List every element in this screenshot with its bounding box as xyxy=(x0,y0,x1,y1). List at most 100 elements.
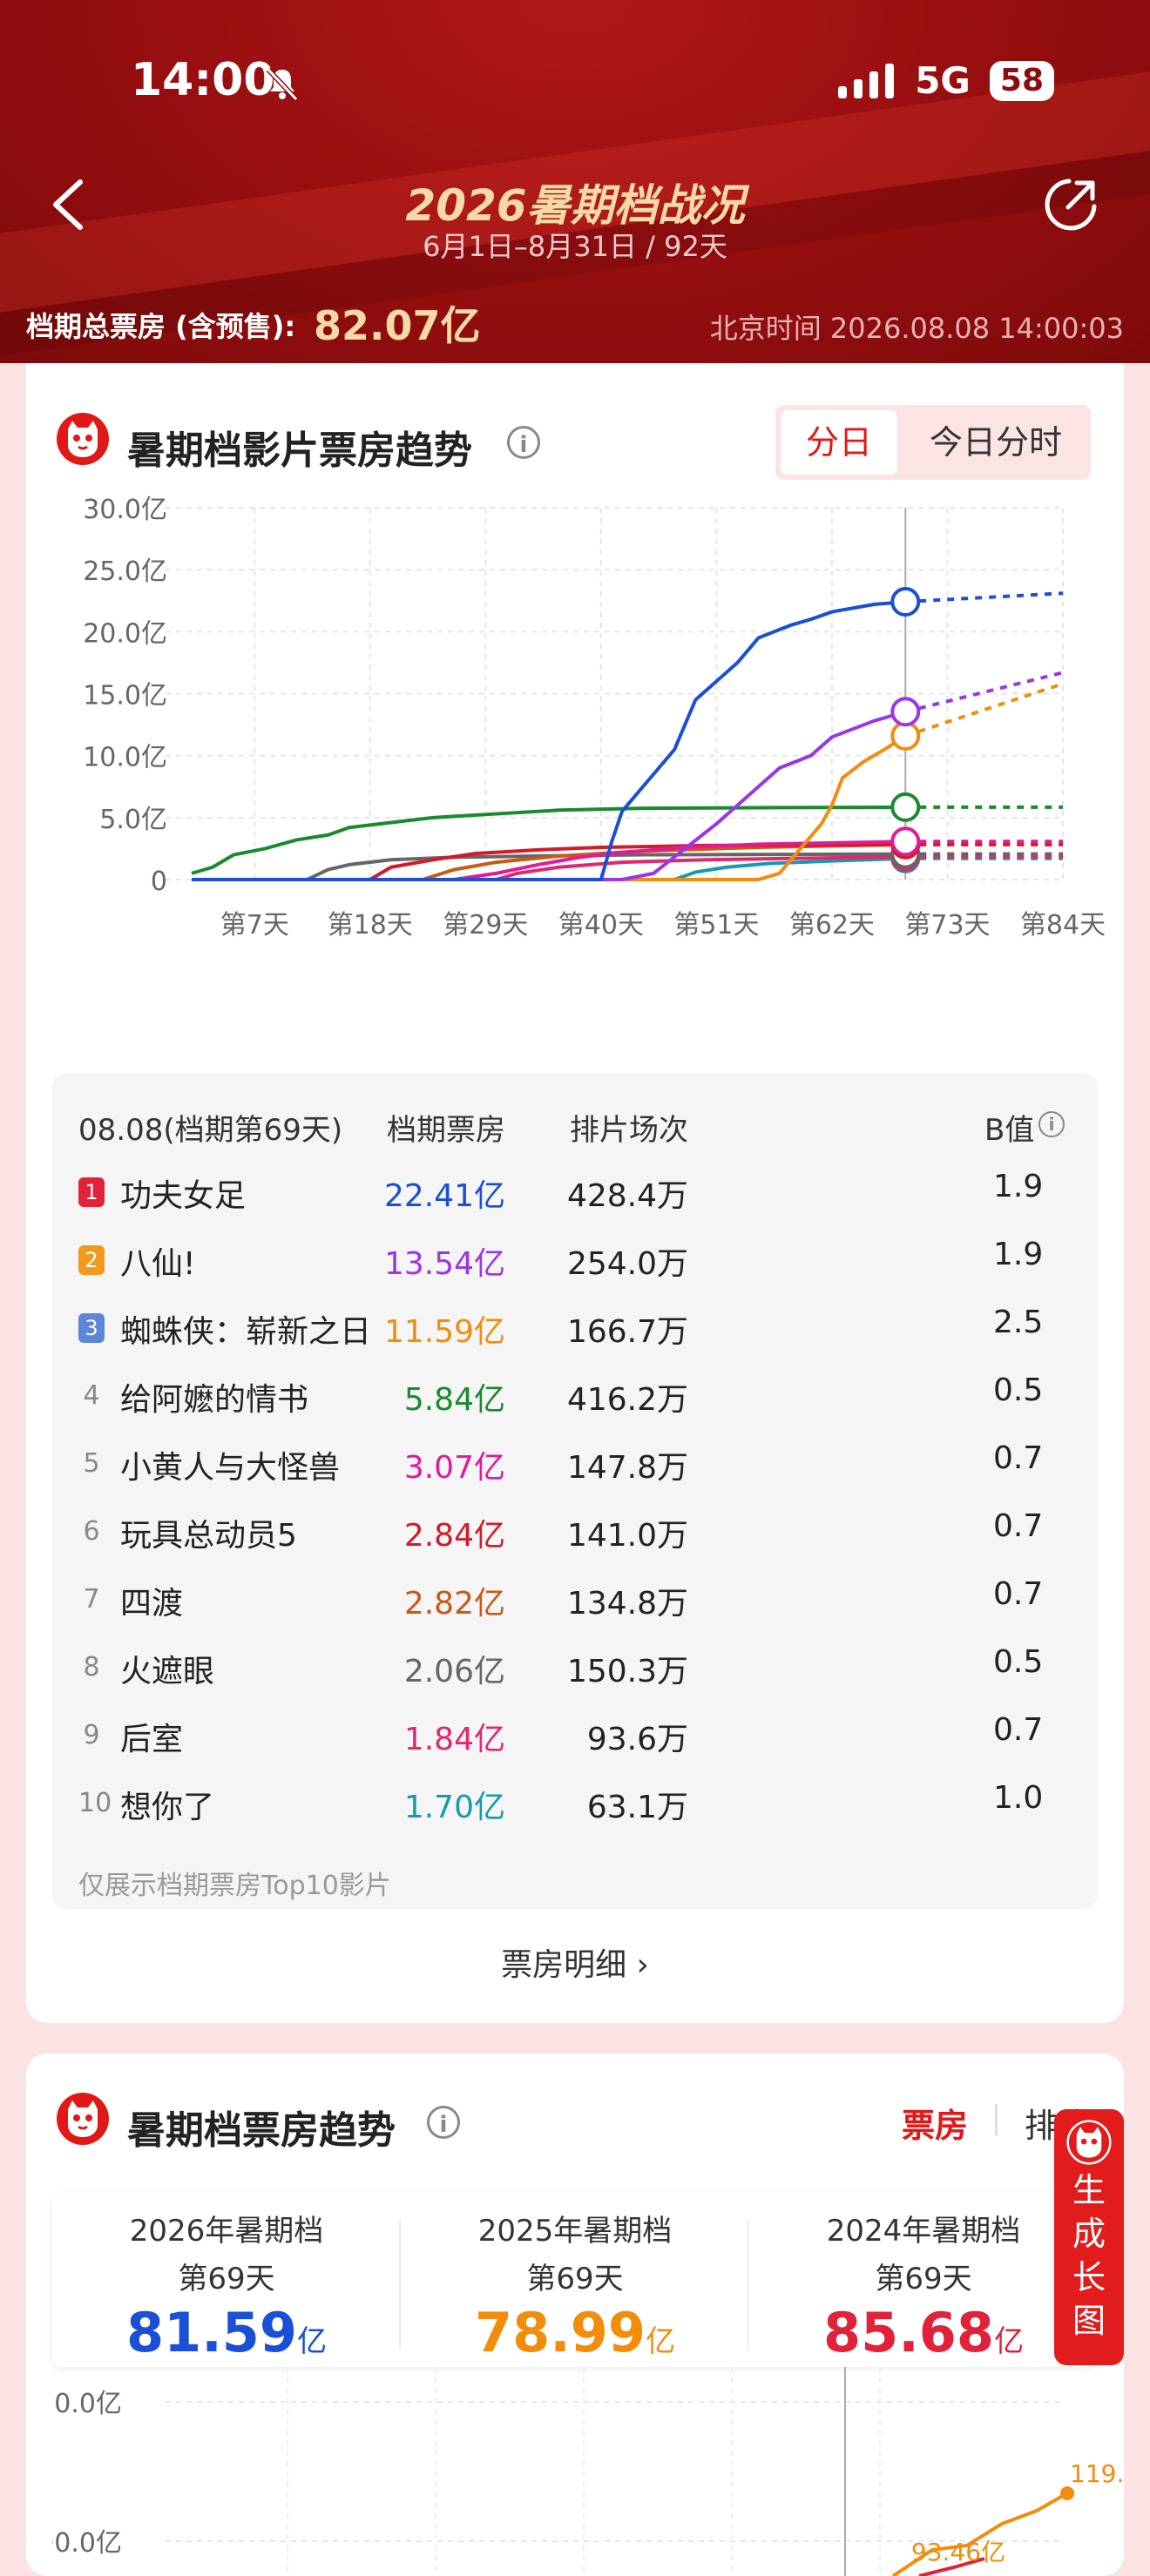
x-tick-label: 第18天 xyxy=(328,910,413,941)
movie-box-office: 1.84亿 xyxy=(403,1722,505,1757)
movie-box-office: 3.07亿 xyxy=(403,1450,505,1486)
movie-name: 功夫女足 xyxy=(120,1178,247,1214)
tab-box-office[interactable]: 票房 xyxy=(902,2107,969,2145)
maoyan-cat-logo-icon xyxy=(57,413,109,465)
movie-shows: 150.3万 xyxy=(566,1654,688,1689)
data-label: 119.66亿 xyxy=(1070,2459,1124,2488)
tab-today-hourly[interactable]: 今日分时 xyxy=(929,423,1062,462)
series-point xyxy=(890,721,921,752)
table-row[interactable]: 6 玩具总动员5 2.84亿 141.0万 0.7 xyxy=(52,1503,1098,1571)
movie-b-value: 1.9 xyxy=(993,1237,1044,1272)
movie-b-value: 0.7 xyxy=(993,1508,1044,1544)
box-detail-link[interactable]: 票房明细 › xyxy=(501,1947,649,1983)
summer-trend-chart[interactable]: 120.0亿 100.0亿 119.66亿 93.46亿 xyxy=(52,2367,1124,2576)
movie-box-office: 5.84亿 xyxy=(403,1382,505,1418)
movie-name: 四渡 xyxy=(120,1586,184,1622)
movie-box-office: 11.59亿 xyxy=(383,1314,505,1350)
movie-name: 八仙! xyxy=(120,1246,196,1282)
rank-badge: 9 xyxy=(83,1720,100,1750)
table-row[interactable]: 1 功夫女足 22.41亿 428.4万 1.9 xyxy=(52,1163,1098,1231)
y-tick-label: 15.0亿 xyxy=(83,681,167,711)
movie-b-value: 0.7 xyxy=(993,1712,1044,1748)
movie-box-office: 2.82亿 xyxy=(403,1586,505,1622)
movie-b-value: 1.0 xyxy=(993,1780,1044,1816)
tab-daily[interactable]: 分日 xyxy=(781,410,897,475)
rank-badge: 8 xyxy=(83,1652,100,1682)
status-time: 14:00 xyxy=(131,54,275,106)
table-row[interactable]: 10 想你了 1.70亿 63.1万 1.0 xyxy=(52,1775,1098,1843)
data-label: 93.46亿 xyxy=(911,2538,1005,2566)
rank-badge: 1 xyxy=(78,1177,105,1207)
summer-trend-title: 暑期档票房趋势 xyxy=(127,2108,396,2153)
movie-shows: 254.0万 xyxy=(566,1246,688,1282)
beijing-time: 北京时间 2026.08.08 14:00:03 xyxy=(709,312,1124,345)
rank-badge: 4 xyxy=(83,1380,100,1411)
page-header: 14:00 5G 58 2026暑期档战况 6月1日–8月31日 / 92天 档… xyxy=(0,0,1150,363)
movie-name: 玩具总动员5 xyxy=(120,1518,297,1554)
series-line xyxy=(191,805,906,875)
rank-badge: 3 xyxy=(78,1313,105,1343)
series-line xyxy=(192,840,906,881)
x-tick-label: 第29天 xyxy=(443,910,528,941)
movie-shows: 134.8万 xyxy=(566,1586,688,1622)
series-line xyxy=(192,854,906,881)
generate-long-image-button[interactable]: 生 成 长 图 xyxy=(1054,2109,1124,2365)
signal-icon xyxy=(838,63,895,98)
compare-2024: 2024年暑期档 第69天 85.68亿 xyxy=(822,2214,1025,2364)
x-tick-label: 第84天 xyxy=(1020,910,1106,941)
series-line xyxy=(192,734,907,881)
y-tick-label: 5.0亿 xyxy=(99,805,167,835)
movie-name: 小黄人与大怪兽 xyxy=(120,1450,341,1486)
col-b-header: B值 xyxy=(984,1113,1035,1148)
rank-badge: 7 xyxy=(83,1584,100,1615)
x-tick-label: 第51天 xyxy=(673,910,759,941)
x-tick-label: 第7天 xyxy=(220,910,289,941)
series-point xyxy=(890,587,921,617)
view-toggle: 分日 今日分时 xyxy=(775,405,1091,480)
series-point xyxy=(890,826,921,857)
compare-2025: 2025年暑期档 第69天 78.99亿 xyxy=(474,2214,676,2364)
y-tick-label: 20.0亿 xyxy=(83,618,167,649)
series-line xyxy=(192,710,906,881)
total-box-label: 档期总票房 (含预售): xyxy=(26,310,296,343)
movie-box-office: 1.70亿 xyxy=(403,1790,505,1825)
table-row[interactable]: 8 火遮眼 2.06亿 150.3万 0.5 xyxy=(52,1639,1098,1707)
movie-shows: 166.7万 xyxy=(566,1314,688,1350)
table-date-header: 08.08(档期第69天) xyxy=(78,1113,343,1148)
movie-box-office: 2.84亿 xyxy=(403,1518,505,1554)
y-tick-label: 0 xyxy=(151,867,167,897)
y-tick-label: 120.0亿 xyxy=(52,2389,122,2419)
x-tick-label: 第40天 xyxy=(558,910,644,941)
y-tick-label: 30.0亿 xyxy=(83,495,167,525)
summer-trend-card: 暑期档票房趋势 i 票房 排片 2026年暑期档 第69天 81.59亿 202… xyxy=(26,2053,1124,2576)
rank-badge: 2 xyxy=(78,1245,105,1275)
series-point xyxy=(890,792,921,822)
movie-trend-chart[interactable]: 30.0亿 25.0亿 20.0亿 15.0亿 10.0亿 5.0亿 0 第7天 第18天 第29… xyxy=(52,494,1124,1051)
table-row[interactable]: 4 给阿嬷的情书 5.84亿 416.2万 0.5 xyxy=(52,1367,1098,1435)
battery-badge: 58 xyxy=(989,60,1054,101)
series-point xyxy=(890,697,921,727)
info-icon[interactable]: i xyxy=(427,2106,460,2139)
table-row[interactable]: 5 小黄人与大怪兽 3.07亿 147.8万 0.7 xyxy=(52,1435,1098,1503)
movie-shows: 147.8万 xyxy=(566,1450,688,1486)
b-value-info-icon[interactable]: i xyxy=(1038,1111,1065,1137)
table-row[interactable]: 2 八仙! 13.54亿 254.0万 1.9 xyxy=(52,1231,1098,1299)
movie-b-value: 0.7 xyxy=(993,1440,1044,1476)
table-row[interactable]: 9 后室 1.84亿 93.6万 0.7 xyxy=(52,1707,1098,1775)
table-note: 仅展示档期票房Top10影片 xyxy=(78,1871,391,1901)
movie-shows: 93.6万 xyxy=(586,1722,688,1757)
rank-badge: 10 xyxy=(78,1788,112,1818)
y-tick-label: 100.0亿 xyxy=(52,2528,122,2559)
share-icon[interactable] xyxy=(1040,174,1101,235)
page-subtitle: 6月1日–8月31日 / 92天 xyxy=(423,230,727,263)
year-compare-box: 2026年暑期档 第69天 81.59亿 2025年暑期档 第69天 78.99… xyxy=(52,2193,1098,2367)
mute-bell-icon xyxy=(266,67,299,102)
compare-2026: 2026年暑期档 第69天 81.59亿 xyxy=(125,2214,328,2364)
table-row[interactable]: 7 四渡 2.82亿 134.8万 0.7 xyxy=(52,1571,1098,1639)
table-row[interactable]: 3 蜘蛛侠：崭新之日 11.59亿 166.7万 2.5 xyxy=(52,1299,1098,1367)
movie-b-value: 0.7 xyxy=(993,1576,1044,1612)
back-arrow-icon[interactable] xyxy=(49,179,87,231)
movie-box-office: 13.54亿 xyxy=(383,1246,505,1282)
network-label: 5G xyxy=(915,59,971,102)
info-icon[interactable]: i xyxy=(507,426,540,459)
